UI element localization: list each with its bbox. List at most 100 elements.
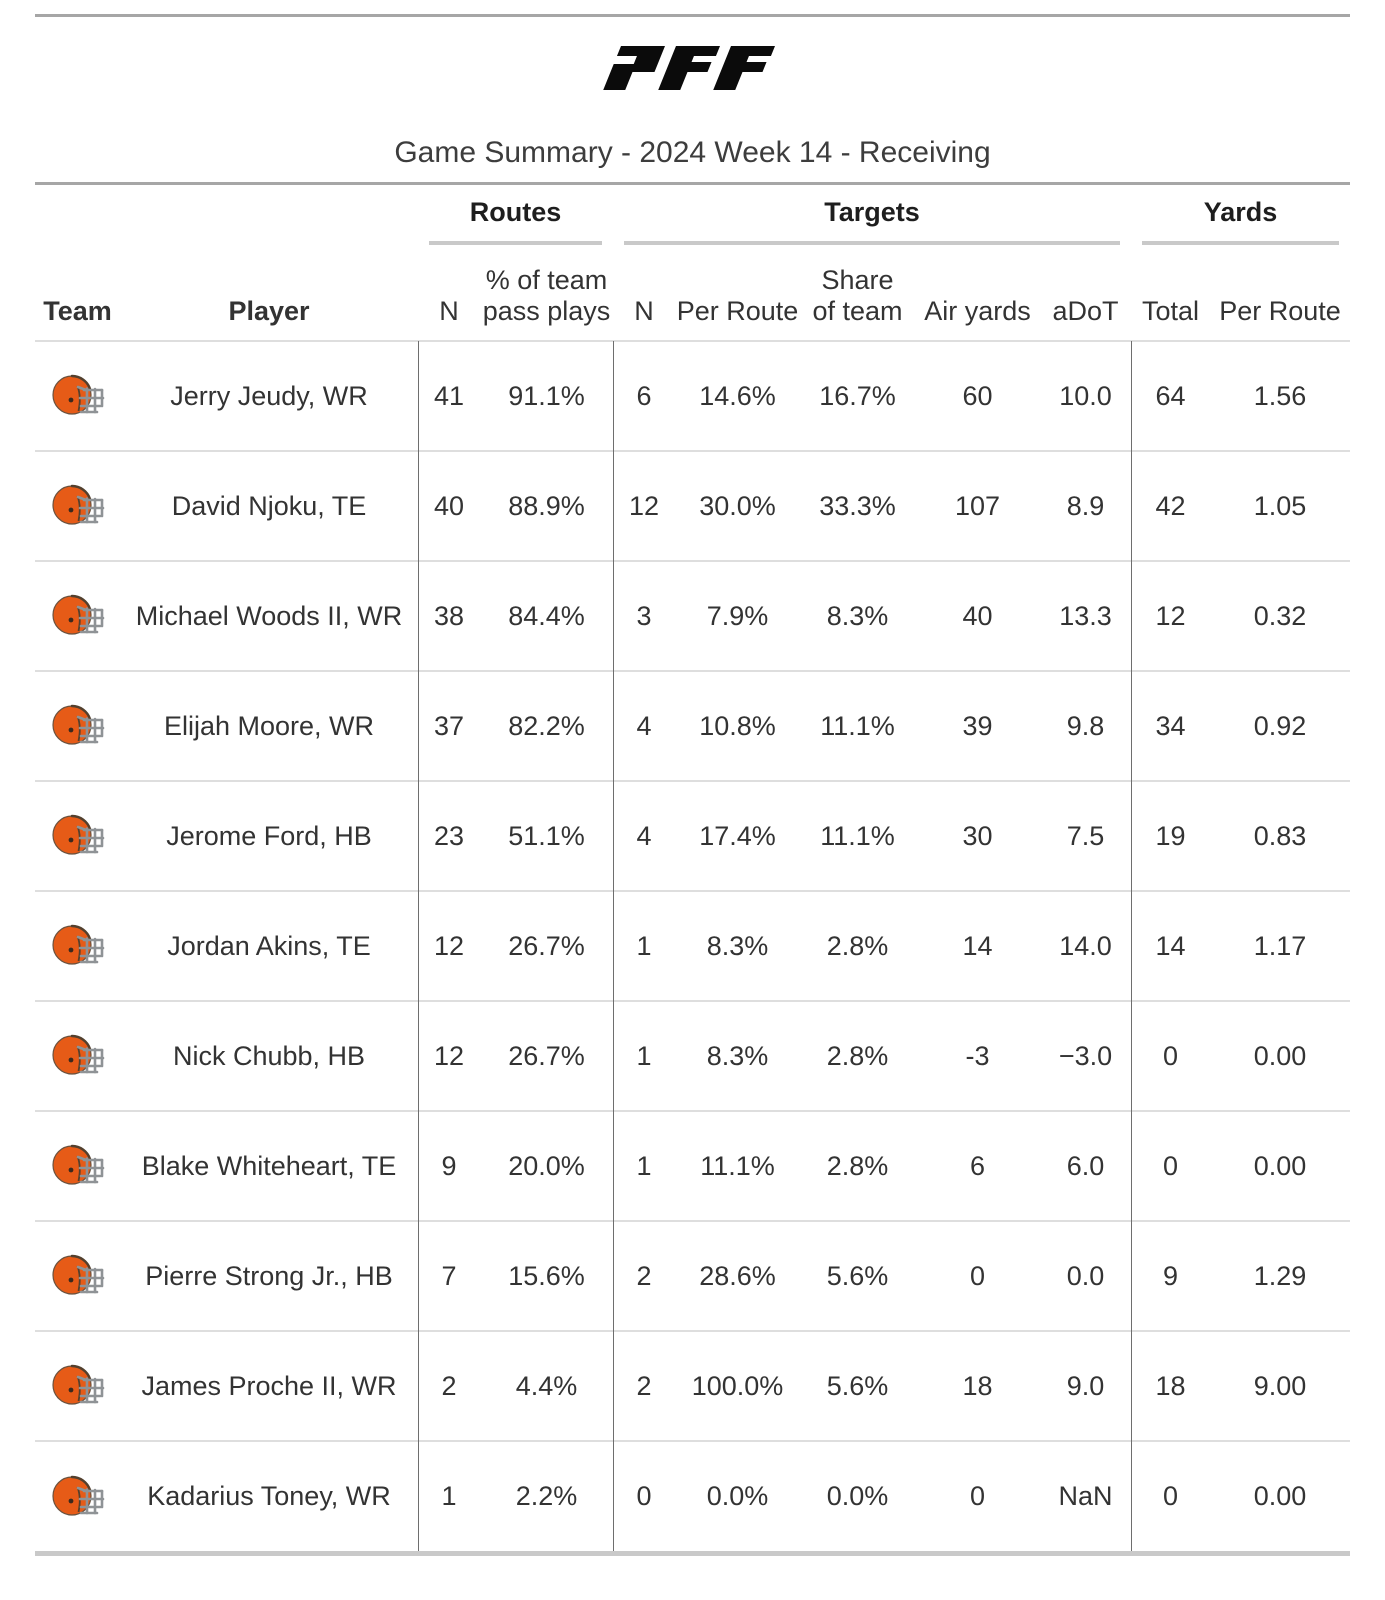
col-routes-pct-line2: pass plays bbox=[482, 296, 611, 326]
player-name: Kadarius Toney, WR bbox=[120, 1440, 418, 1551]
browns-helmet-icon bbox=[51, 484, 104, 526]
routes-pct-cell: 82.2% bbox=[480, 670, 614, 781]
browns-helmet-icon bbox=[51, 594, 104, 636]
share-cell: 8.3% bbox=[800, 560, 916, 671]
page-title: Game Summary - 2024 Week 14 - Receiving bbox=[394, 136, 991, 169]
browns-helmet-icon bbox=[51, 1475, 104, 1516]
routes-pct-cell: 15.6% bbox=[480, 1220, 614, 1331]
browns-helmet-icon bbox=[51, 1144, 104, 1186]
targets-n-cell: 2 bbox=[613, 1220, 676, 1331]
air-yards-cell: 6 bbox=[915, 1110, 1041, 1221]
yards-per-route-cell: 0.00 bbox=[1210, 1440, 1351, 1551]
group-targets-label: Targets bbox=[624, 197, 1121, 245]
routes-n-cell: 9 bbox=[418, 1110, 480, 1221]
routes-n-cell: 12 bbox=[418, 890, 480, 1001]
player-name: Elijah Moore, WR bbox=[120, 670, 418, 781]
share-cell: 2.8% bbox=[800, 890, 916, 1001]
table-row: Nick Chubb, HB 12 26.7% 1 8.3% 2.8% -3 −… bbox=[35, 1000, 1351, 1111]
col-yards-per-route: Per Route bbox=[1219, 296, 1341, 326]
yards-total-cell: 9 bbox=[1131, 1220, 1211, 1331]
air-yards-cell: 60 bbox=[915, 340, 1041, 451]
col-total: Total bbox=[1142, 296, 1200, 326]
team-cell bbox=[35, 450, 120, 561]
col-routes-n: N bbox=[439, 296, 459, 326]
adot-cell: 9.8 bbox=[1040, 670, 1132, 781]
col-share-line1: Share bbox=[821, 265, 894, 295]
yards-per-route-cell: 1.56 bbox=[1210, 340, 1351, 451]
targets-n-cell: 3 bbox=[613, 560, 676, 671]
col-targets-n: N bbox=[634, 296, 654, 326]
col-team: Team bbox=[43, 296, 112, 326]
share-cell: 0.0% bbox=[800, 1440, 916, 1551]
player-name: David Njoku, TE bbox=[120, 450, 418, 561]
table-row: Elijah Moore, WR 37 82.2% 4 10.8% 11.1% … bbox=[35, 670, 1351, 781]
col-share-line2: of team bbox=[812, 296, 903, 326]
group-yards: Yards bbox=[1131, 185, 1350, 245]
col-player: Player bbox=[228, 296, 310, 326]
routes-n-cell: 12 bbox=[418, 1000, 480, 1111]
col-adot: aDoT bbox=[1052, 296, 1119, 326]
player-name: Pierre Strong Jr., HB bbox=[120, 1220, 418, 1331]
pff-letter-p bbox=[602, 46, 665, 90]
targets-n-cell: 2 bbox=[613, 1330, 676, 1441]
routes-n-cell: 41 bbox=[418, 340, 480, 451]
team-cell bbox=[35, 670, 120, 781]
group-empty bbox=[35, 185, 418, 245]
yards-per-route-cell: 1.29 bbox=[1210, 1220, 1351, 1331]
yards-total-cell: 0 bbox=[1131, 1110, 1211, 1221]
yards-total-cell: 14 bbox=[1131, 890, 1211, 1001]
adot-cell: 8.9 bbox=[1040, 450, 1132, 561]
share-cell: 5.6% bbox=[800, 1330, 916, 1441]
targets-n-cell: 12 bbox=[613, 450, 676, 561]
share-cell: 2.8% bbox=[800, 1110, 916, 1221]
adot-cell: 10.0 bbox=[1040, 340, 1132, 451]
player-name: Jerome Ford, HB bbox=[120, 780, 418, 891]
targets-n-cell: 6 bbox=[613, 340, 676, 451]
air-yards-cell: 107 bbox=[915, 450, 1041, 561]
yards-per-route-cell: 0.00 bbox=[1210, 1110, 1351, 1221]
per-route-cell: 0.0% bbox=[675, 1440, 801, 1551]
share-cell: 16.7% bbox=[800, 340, 916, 451]
routes-pct-cell: 4.4% bbox=[480, 1330, 614, 1441]
per-route-cell: 8.3% bbox=[675, 1000, 801, 1111]
per-route-cell: 30.0% bbox=[675, 450, 801, 561]
team-cell bbox=[35, 340, 120, 451]
air-yards-cell: 40 bbox=[915, 560, 1041, 671]
group-routes: Routes bbox=[418, 185, 613, 245]
group-yards-label: Yards bbox=[1142, 197, 1340, 245]
player-name: Blake Whiteheart, TE bbox=[120, 1110, 418, 1221]
receiving-table-wrap: Routes Targets Yards Team Player N % of … bbox=[35, 185, 1351, 1551]
air-yards-cell: 0 bbox=[915, 1440, 1041, 1551]
per-route-cell: 17.4% bbox=[675, 780, 801, 891]
share-cell: 11.1% bbox=[800, 670, 916, 781]
share-cell: 33.3% bbox=[800, 450, 916, 561]
per-route-cell: 10.8% bbox=[675, 670, 801, 781]
browns-helmet-icon bbox=[51, 1034, 104, 1076]
column-divider bbox=[1131, 341, 1132, 1551]
adot-cell: NaN bbox=[1040, 1440, 1132, 1551]
yards-total-cell: 34 bbox=[1131, 670, 1211, 781]
yards-total-cell: 0 bbox=[1131, 1440, 1211, 1551]
yards-total-cell: 18 bbox=[1131, 1330, 1211, 1441]
player-name: James Proche II, WR bbox=[120, 1330, 418, 1441]
table-row: James Proche II, WR 2 4.4% 2 100.0% 5.6%… bbox=[35, 1330, 1351, 1441]
column-header-row: Team Player N % of team pass plays N Per… bbox=[35, 245, 1350, 341]
browns-helmet-icon bbox=[51, 374, 104, 416]
routes-n-cell: 1 bbox=[418, 1440, 480, 1551]
pff-letter-f2 bbox=[712, 46, 775, 90]
player-name: Nick Chubb, HB bbox=[120, 1000, 418, 1111]
col-per-route: Per Route bbox=[676, 296, 799, 326]
receiving-table: Routes Targets Yards Team Player N % of … bbox=[35, 185, 1351, 1551]
title-rule bbox=[35, 182, 1350, 185]
adot-cell: −3.0 bbox=[1040, 1000, 1132, 1111]
adot-cell: 0.0 bbox=[1040, 1220, 1132, 1331]
team-cell bbox=[35, 1000, 120, 1111]
yards-total-cell: 64 bbox=[1131, 340, 1211, 451]
logo-container bbox=[0, 45, 1385, 91]
targets-n-cell: 1 bbox=[613, 890, 676, 1001]
routes-n-cell: 7 bbox=[418, 1220, 480, 1331]
targets-n-cell: 0 bbox=[613, 1440, 676, 1551]
browns-helmet-icon bbox=[51, 814, 104, 856]
table-row: Michael Woods II, WR 38 84.4% 3 7.9% 8.3… bbox=[35, 560, 1351, 671]
